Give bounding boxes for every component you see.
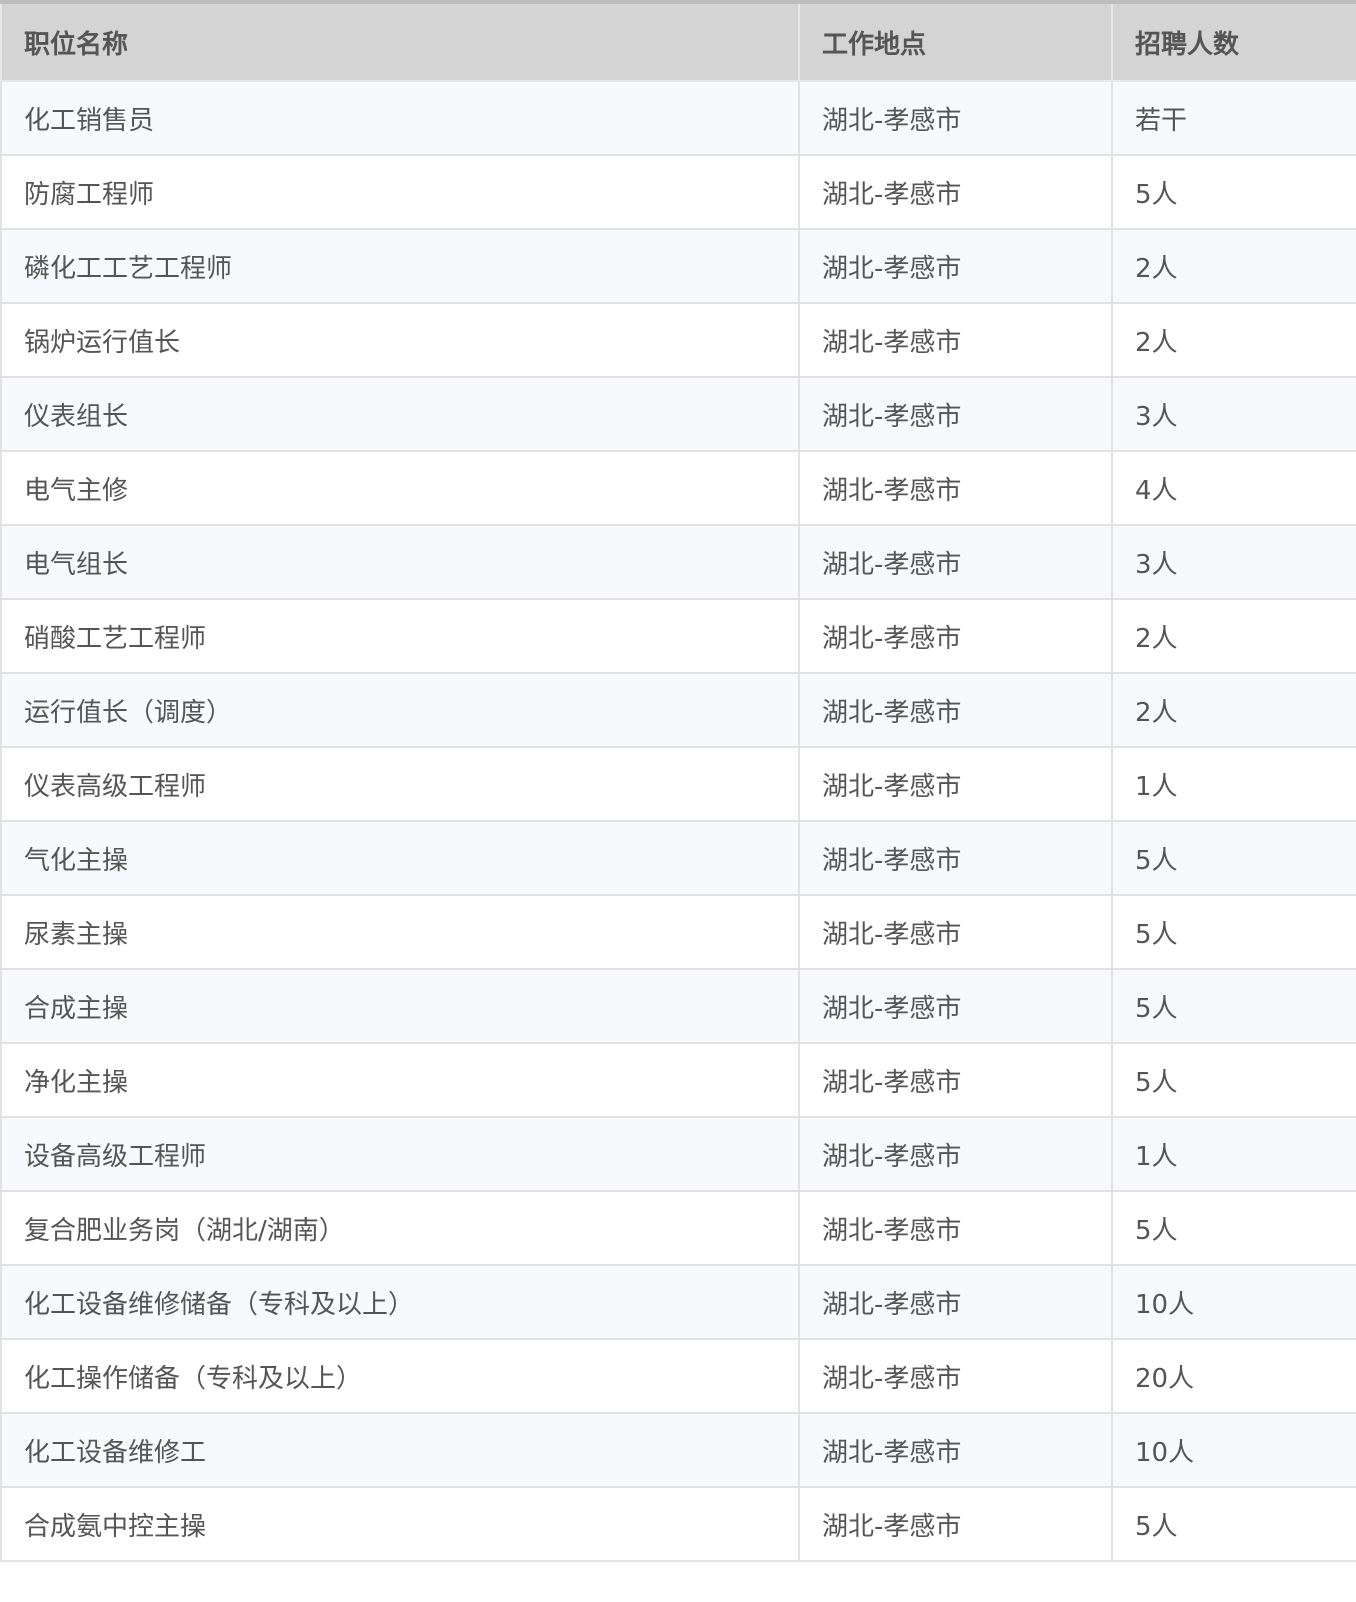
- cell-position: 锅炉运行值长: [0, 302, 800, 378]
- cell-location: 湖北-孝感市: [798, 154, 1113, 230]
- table-row: 净化主操 湖北-孝感市 5人: [0, 1042, 1356, 1118]
- cell-location: 湖北-孝感市: [798, 1412, 1113, 1488]
- cell-location: 湖北-孝感市: [798, 1264, 1113, 1340]
- cell-location: 湖北-孝感市: [798, 450, 1113, 526]
- cell-location: 湖北-孝感市: [798, 376, 1113, 452]
- cell-location: 湖北-孝感市: [798, 1042, 1113, 1118]
- table-header-row: 职位名称 工作地点 招聘人数: [0, 1, 1356, 82]
- table-row: 仪表高级工程师 湖北-孝感市 1人: [0, 746, 1356, 822]
- cell-count: 10人: [1111, 1412, 1356, 1488]
- cell-count: 4人: [1111, 450, 1356, 526]
- cell-location: 湖北-孝感市: [798, 80, 1113, 156]
- cell-count: 3人: [1111, 376, 1356, 452]
- table-row: 尿素主操 湖北-孝感市 5人: [0, 894, 1356, 970]
- cell-location: 湖北-孝感市: [798, 1338, 1113, 1414]
- cell-count: 20人: [1111, 1338, 1356, 1414]
- table-row: 防腐工程师 湖北-孝感市 5人: [0, 154, 1356, 230]
- table-row: 化工操作储备（专科及以上） 湖北-孝感市 20人: [0, 1338, 1356, 1414]
- table-row: 硝酸工艺工程师 湖北-孝感市 2人: [0, 598, 1356, 674]
- cell-position: 硝酸工艺工程师: [0, 598, 800, 674]
- job-table: 职位名称 工作地点 招聘人数 化工销售员 湖北-孝感市 若干 防腐工程师 湖北-孝感市 5…: [0, 0, 1356, 1562]
- table-row: 运行值长（调度） 湖北-孝感市 2人: [0, 672, 1356, 748]
- header-count: 招聘人数: [1111, 1, 1356, 82]
- cell-location: 湖北-孝感市: [798, 598, 1113, 674]
- cell-position: 复合肥业务岗（湖北/湖南）: [0, 1190, 800, 1266]
- cell-count: 5人: [1111, 894, 1356, 970]
- cell-count: 5人: [1111, 968, 1356, 1044]
- table-row: 设备高级工程师 湖北-孝感市 1人: [0, 1116, 1356, 1192]
- table-row: 合成氨中控主操 湖北-孝感市 5人: [0, 1486, 1356, 1562]
- cell-location: 湖北-孝感市: [798, 672, 1113, 748]
- cell-position: 合成氨中控主操: [0, 1486, 800, 1562]
- cell-location: 湖北-孝感市: [798, 1116, 1113, 1192]
- table-row: 复合肥业务岗（湖北/湖南） 湖北-孝感市 5人: [0, 1190, 1356, 1266]
- cell-position: 气化主操: [0, 820, 800, 896]
- cell-count: 1人: [1111, 746, 1356, 822]
- cell-position: 运行值长（调度）: [0, 672, 800, 748]
- header-location: 工作地点: [798, 1, 1113, 82]
- cell-location: 湖北-孝感市: [798, 1190, 1113, 1266]
- table-row: 电气组长 湖北-孝感市 3人: [0, 524, 1356, 600]
- cell-location: 湖北-孝感市: [798, 894, 1113, 970]
- cell-location: 湖北-孝感市: [798, 302, 1113, 378]
- table-row: 化工销售员 湖北-孝感市 若干: [0, 80, 1356, 156]
- cell-count: 5人: [1111, 154, 1356, 230]
- table-row: 化工设备维修储备（专科及以上） 湖北-孝感市 10人: [0, 1264, 1356, 1340]
- cell-location: 湖北-孝感市: [798, 746, 1113, 822]
- cell-position: 化工操作储备（专科及以上）: [0, 1338, 800, 1414]
- cell-position: 设备高级工程师: [0, 1116, 800, 1192]
- cell-location: 湖北-孝感市: [798, 820, 1113, 896]
- cell-count: 1人: [1111, 1116, 1356, 1192]
- cell-count: 2人: [1111, 228, 1356, 304]
- cell-location: 湖北-孝感市: [798, 1486, 1113, 1562]
- cell-location: 湖北-孝感市: [798, 968, 1113, 1044]
- cell-count: 10人: [1111, 1264, 1356, 1340]
- table-row: 磷化工工艺工程师 湖北-孝感市 2人: [0, 228, 1356, 304]
- cell-position: 净化主操: [0, 1042, 800, 1118]
- cell-position: 磷化工工艺工程师: [0, 228, 800, 304]
- cell-count: 5人: [1111, 1486, 1356, 1562]
- cell-position: 化工设备维修储备（专科及以上）: [0, 1264, 800, 1340]
- cell-location: 湖北-孝感市: [798, 524, 1113, 600]
- cell-position: 化工销售员: [0, 80, 800, 156]
- cell-count: 5人: [1111, 1190, 1356, 1266]
- cell-count: 5人: [1111, 820, 1356, 896]
- header-position: 职位名称: [0, 1, 800, 82]
- table-row: 化工设备维修工 湖北-孝感市 10人: [0, 1412, 1356, 1488]
- table-row: 电气主修 湖北-孝感市 4人: [0, 450, 1356, 526]
- cell-count: 2人: [1111, 598, 1356, 674]
- cell-position: 电气主修: [0, 450, 800, 526]
- table-row: 锅炉运行值长 湖北-孝感市 2人: [0, 302, 1356, 378]
- cell-count: 若干: [1111, 80, 1356, 156]
- cell-location: 湖北-孝感市: [798, 228, 1113, 304]
- cell-position: 仪表组长: [0, 376, 800, 452]
- cell-position: 仪表高级工程师: [0, 746, 800, 822]
- table-row: 仪表组长 湖北-孝感市 3人: [0, 376, 1356, 452]
- cell-position: 合成主操: [0, 968, 800, 1044]
- cell-position: 防腐工程师: [0, 154, 800, 230]
- cell-position: 化工设备维修工: [0, 1412, 800, 1488]
- cell-count: 3人: [1111, 524, 1356, 600]
- cell-position: 电气组长: [0, 524, 800, 600]
- table-row: 气化主操 湖北-孝感市 5人: [0, 820, 1356, 896]
- cell-count: 2人: [1111, 672, 1356, 748]
- cell-position: 尿素主操: [0, 894, 800, 970]
- table-row: 合成主操 湖北-孝感市 5人: [0, 968, 1356, 1044]
- cell-count: 2人: [1111, 302, 1356, 378]
- cell-count: 5人: [1111, 1042, 1356, 1118]
